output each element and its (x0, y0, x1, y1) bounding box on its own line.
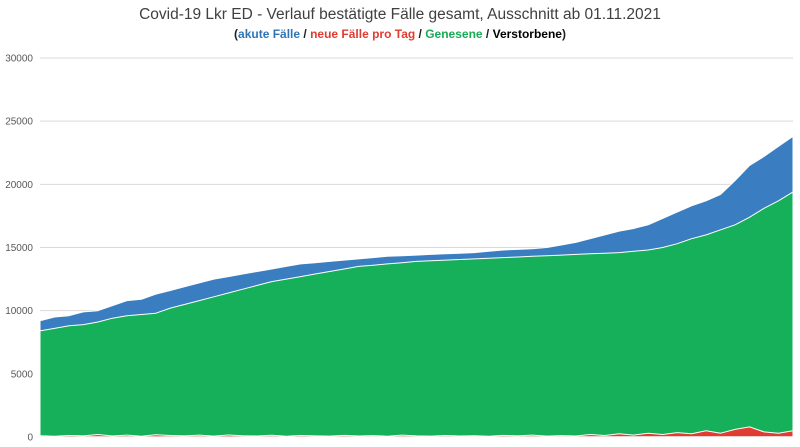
subtitle-part-3: Verstorbene (492, 27, 562, 41)
subtitle-part-2: Genesene (425, 27, 483, 41)
subtitle-close-paren: ) (561, 27, 566, 41)
y-tick-label: 30000 (5, 54, 33, 65)
area-neue-faelle (39, 426, 794, 438)
series-areas (39, 135, 794, 438)
y-tick-label: 20000 (5, 180, 33, 191)
subtitle-separator: / (482, 27, 493, 41)
subtitle-separator: / (300, 27, 311, 41)
subtitle-separator: / (415, 27, 426, 41)
chart-title: Covid-19 Lkr ED - Verlauf bestätigte Fäl… (139, 6, 661, 23)
y-axis: 0 5000 10000 15000 20000 25000 30000 (5, 54, 33, 444)
y-tick-label: 15000 (5, 243, 33, 254)
y-tick-label: 0 (27, 433, 33, 444)
y-tick-label: 25000 (5, 117, 33, 128)
chart-subtitle: (akute Fälle / neue Fälle pro Tag / Gene… (0, 27, 800, 41)
area-genesene (39, 191, 794, 438)
y-tick-label: 10000 (5, 306, 33, 317)
subtitle-part-0: akute Fälle (238, 27, 301, 41)
subtitle-part-1: neue Fälle pro Tag (310, 27, 416, 41)
y-tick-label: 5000 (11, 369, 34, 380)
subtitle-open-paren: ( (234, 27, 239, 41)
